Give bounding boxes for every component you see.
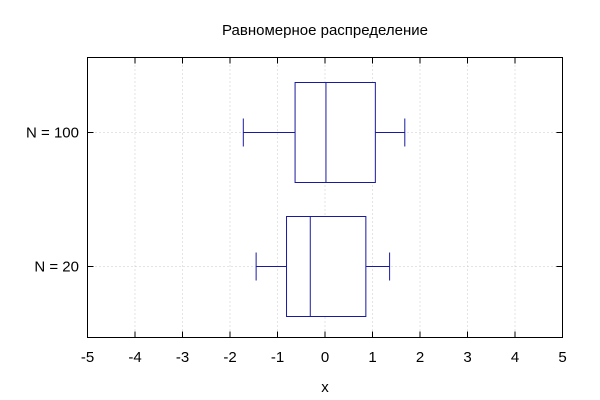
x-tick-label: 2 [416,349,424,366]
chart-title: Равномерное распределение [222,22,428,39]
x-tick-label: 3 [463,349,471,366]
y-tick-label: N = 100 [26,125,79,142]
x-tick-label: -2 [223,349,236,366]
x-tick-label: 0 [321,349,329,366]
x-tick-label: -3 [176,349,189,366]
x-tick-label: -4 [128,349,141,366]
x-tick-label: 4 [511,349,519,366]
y-tick-label: N = 20 [34,259,79,276]
iqr-box [294,82,376,183]
x-tick-label: -1 [271,349,284,366]
iqr-box [286,216,367,317]
box-0 [242,82,406,183]
x-axis: -5 -4 -3 -2 -1 0 1 2 3 4 5 [81,57,567,366]
x-tick-label: 1 [368,349,376,366]
box-1 [255,216,391,317]
x-tick-label: -5 [81,349,94,366]
grid [87,57,563,338]
boxes [242,82,406,317]
x-axis-label: x [321,379,329,396]
x-tick-label: 5 [558,349,566,366]
y-axis: N = 100 N = 20 [26,125,563,276]
